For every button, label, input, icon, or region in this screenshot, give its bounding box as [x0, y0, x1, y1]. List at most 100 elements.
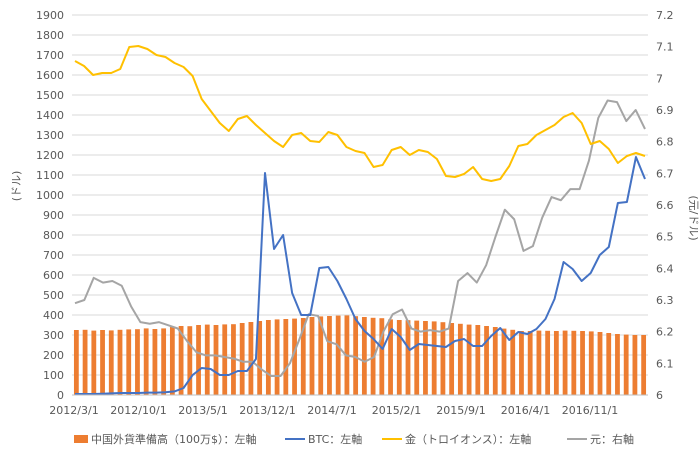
bar-reserves [562, 330, 568, 395]
left-axis-tick-label: 600 [43, 269, 64, 282]
left-axis-tick-label: 0 [57, 389, 64, 402]
right-axis-tick-label: 7.2 [656, 9, 674, 22]
bar-reserves [580, 331, 585, 395]
bar-reserves [606, 333, 612, 395]
bar-reserves [519, 331, 524, 395]
bar-reserves [501, 328, 507, 395]
bar-reserves [623, 334, 629, 395]
bar-reserves [484, 326, 489, 395]
x-axis-ticks: 2012/3/1 2012/10/1 2013/5/1 2013/12/1 2014/7… [49, 394, 648, 417]
line-cny [74, 99, 646, 377]
bar-reserves [379, 318, 385, 395]
right-axis-tick-label: 6.2 [656, 326, 674, 339]
bar-reserves [527, 331, 533, 395]
x-axis-tick-label: 2012/10/1 [110, 404, 166, 417]
left-axis-tick-label: 700 [43, 249, 64, 262]
left-axis-tick-label: 300 [43, 329, 64, 342]
bar-reserves [91, 330, 97, 395]
bar-reserves [396, 320, 402, 395]
bar-reserves [82, 329, 88, 395]
right-axis-tick-label: 6.1 [656, 357, 674, 370]
legend-item-btc: BTC：左軸 [285, 432, 362, 446]
bar-reserves [475, 325, 481, 395]
legend-swatch-reserves [74, 435, 88, 443]
legend-label-reserves: 中国外貨準備高（100万$）：左軸 [91, 432, 257, 446]
bar-reserves [571, 330, 577, 395]
bar-reserves [353, 316, 359, 395]
bar-reserves [161, 328, 167, 395]
bar-reserves [126, 329, 132, 395]
left-axis-tick-label: 200 [43, 349, 64, 362]
bar-reserves [553, 331, 559, 395]
right-axis-tick-label: 7 [656, 72, 663, 85]
bar-reserves [466, 324, 472, 395]
bar-reserves [178, 326, 184, 395]
bar-reserves [135, 329, 140, 395]
right-axis-tick-label: 6.7 [656, 167, 674, 180]
left-axis-tick-label: 1900 [36, 9, 64, 22]
left-axis-ticks: 0 100 200 300 400 500 600 700 800 900 1000 1100 1200… [36, 9, 64, 402]
bar-reserves [274, 319, 280, 395]
bar-reserves [239, 323, 245, 395]
bar-reserves [318, 316, 324, 395]
right-axis-title: (元/ドル) [687, 195, 700, 240]
bar-reserves [536, 330, 542, 395]
left-axis-tick-label: 100 [43, 369, 64, 382]
left-axis-tick-label: 500 [43, 289, 64, 302]
bar-reserves [423, 321, 428, 395]
left-axis-title: (ドル) [10, 171, 23, 202]
left-axis-tick-label: 1500 [36, 89, 64, 102]
bar-reserves [492, 327, 498, 395]
bar-reserves [108, 330, 114, 395]
bar-reserves [588, 331, 594, 395]
bar-reserves [597, 332, 603, 395]
left-axis-tick-label: 1200 [36, 149, 64, 162]
series-lines [74, 45, 646, 395]
bar-reserves [117, 329, 123, 395]
right-axis-tick-label: 6.5 [656, 231, 674, 244]
bar-reserves [457, 323, 463, 395]
right-axis-tick-label: 6.9 [656, 104, 674, 117]
bar-reserves [100, 330, 105, 395]
bar-reserves [73, 330, 79, 395]
x-axis-tick-label: 2013/5/1 [178, 404, 227, 417]
x-axis-tick-label: 2015/2/1 [372, 404, 421, 417]
x-axis-tick-label: 2014/7/1 [307, 404, 356, 417]
bar-reserves [414, 320, 420, 395]
bar-reserves [615, 334, 620, 395]
bar-reserves [361, 317, 367, 395]
bar-reserves [248, 322, 254, 395]
x-axis-tick-label: 2016/4/1 [501, 404, 550, 417]
bar-reserves [213, 325, 219, 395]
left-axis-tick-label: 1100 [36, 169, 64, 182]
bar-reserves [257, 321, 263, 395]
bar-reserves [405, 320, 411, 395]
left-axis-tick-label: 800 [43, 229, 64, 242]
x-axis-tick-label: 2013/12/1 [239, 404, 295, 417]
gridlines [72, 14, 648, 396]
bar-reserves [283, 319, 289, 395]
bar-reserves [196, 325, 201, 395]
right-axis-tick-label: 6.3 [656, 294, 674, 307]
left-axis-tick-label: 1300 [36, 129, 64, 142]
bar-reserves [388, 319, 393, 395]
left-axis-tick-label: 1800 [36, 29, 64, 42]
legend-item-cny: 元：右軸 [567, 432, 634, 446]
legend-label-cny: 元：右軸 [590, 432, 634, 446]
legend: 中国外貨準備高（100万$）：左軸 BTC：左軸 金（トロイオンス）：左軸 元：… [74, 432, 634, 446]
bar-reserves [204, 324, 210, 395]
bar-reserves [231, 324, 236, 395]
right-axis-tick-label: 6 [656, 389, 663, 402]
bar-reserves [327, 316, 332, 395]
left-axis-tick-label: 1000 [36, 189, 64, 202]
legend-item-reserves: 中国外貨準備高（100万$）：左軸 [74, 432, 257, 446]
bar-reserves [440, 322, 446, 395]
bar-reserves [187, 326, 193, 395]
legend-label-gold: 金（トロイオンス）：左軸 [405, 432, 531, 446]
bar-reserves [632, 335, 638, 395]
bar-reserves [143, 328, 149, 395]
bar-reserves [292, 318, 297, 395]
left-axis-tick-label: 1700 [36, 49, 64, 62]
legend-label-btc: BTC：左軸 [308, 432, 362, 446]
